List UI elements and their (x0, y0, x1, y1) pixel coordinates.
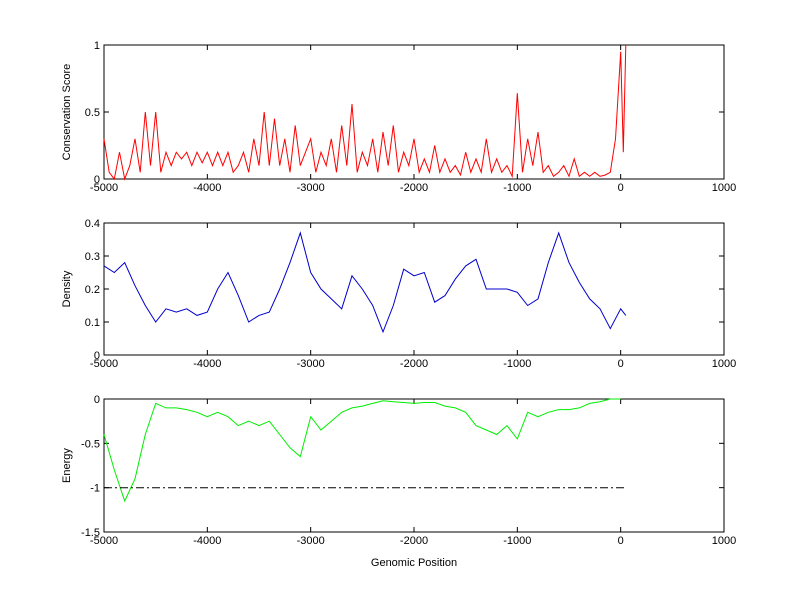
y-tick-label: 0.3 (85, 251, 100, 263)
x-tick-label: 1000 (712, 358, 736, 370)
x-tick-label: -3000 (297, 182, 325, 194)
plot-area (103, 398, 725, 533)
x-tick-label: -5000 (90, 182, 118, 194)
series-line (103, 231, 627, 334)
y-tick-label: 0.4 (85, 218, 100, 230)
y-tick-label: 0.5 (85, 107, 100, 119)
x-tick-label: -1000 (503, 535, 531, 547)
x-tick-label: -4000 (193, 535, 221, 547)
x-tick-label: 1000 (712, 535, 736, 547)
y-tick-label: -1.5 (81, 527, 100, 539)
plot-area (103, 44, 725, 180)
x-tick-label: -2000 (400, 358, 428, 370)
y-tick-label: 0 (94, 174, 100, 186)
x-tick-label: 0 (618, 535, 624, 547)
x-tick-label: -3000 (297, 535, 325, 547)
y-tick-label: 0 (94, 394, 100, 406)
x-tick-label: -4000 (193, 358, 221, 370)
x-tick-label: 0 (618, 182, 624, 194)
x-tick-label: -2000 (400, 535, 428, 547)
x-tick-label: 1000 (712, 182, 736, 194)
y-axis-label: Density (61, 270, 73, 307)
plot-area (103, 222, 725, 356)
y-tick-label: 0.2 (85, 284, 100, 296)
x-tick-label: -1000 (503, 358, 531, 370)
y-axis-label: Conservation Score (61, 64, 73, 161)
x-tick-label: -5000 (90, 358, 118, 370)
y-tick-label: 1 (94, 40, 100, 52)
x-axis-label: Genomic Position (371, 557, 457, 569)
x-tick-label: -2000 (400, 182, 428, 194)
series-line (103, 398, 621, 503)
y-tick-label: -0.5 (81, 438, 100, 450)
x-tick-label: -4000 (193, 182, 221, 194)
y-tick-label: 0.1 (85, 317, 100, 329)
y-tick-label: -1 (90, 483, 100, 495)
x-tick-label: -5000 (90, 535, 118, 547)
x-tick-label: 0 (618, 358, 624, 370)
y-axis-label: Energy (61, 448, 73, 483)
x-tick-label: -3000 (297, 358, 325, 370)
x-tick-label: -1000 (503, 182, 531, 194)
y-tick-label: 0 (94, 350, 100, 362)
series-line (103, 44, 627, 181)
